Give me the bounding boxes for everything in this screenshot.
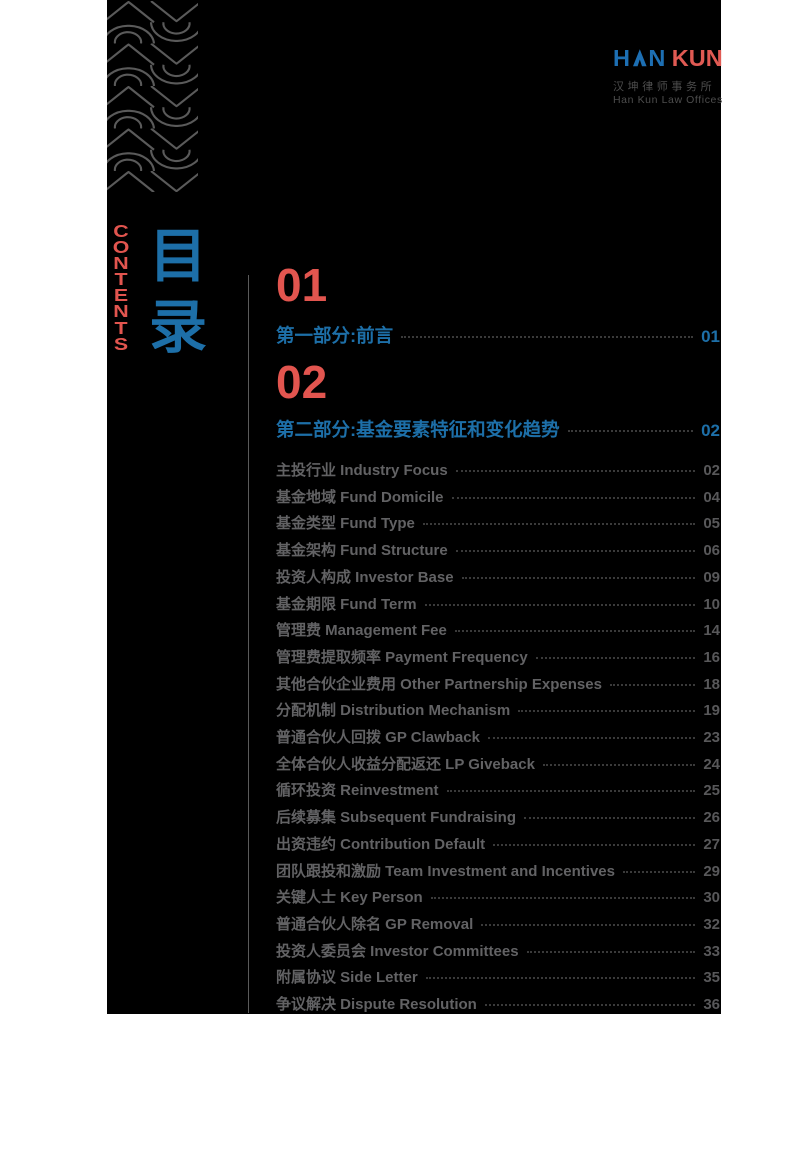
svg-text:KUN: KUN: [672, 45, 723, 71]
svg-text:N: N: [648, 45, 665, 71]
svg-text:H: H: [613, 45, 630, 71]
